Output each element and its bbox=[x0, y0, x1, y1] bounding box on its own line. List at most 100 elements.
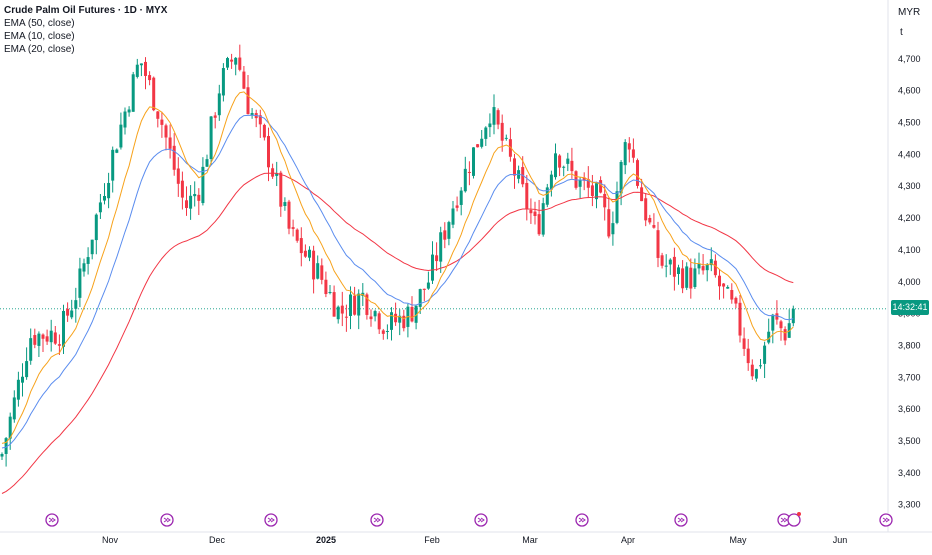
candle-body bbox=[111, 149, 115, 181]
ema-50-line bbox=[1, 172, 794, 494]
candle-body bbox=[631, 149, 635, 158]
event-marker-glyph bbox=[780, 517, 788, 523]
ema-10-line bbox=[1, 91, 794, 444]
candle-body bbox=[504, 137, 508, 139]
candle-body bbox=[648, 217, 652, 223]
candle-body bbox=[37, 333, 41, 346]
candle-body bbox=[476, 144, 480, 148]
candle-body bbox=[119, 124, 123, 148]
candle-body bbox=[62, 310, 65, 347]
candle-body bbox=[402, 315, 406, 329]
candle-body bbox=[82, 263, 86, 272]
candle-body bbox=[295, 229, 299, 241]
y-tick-label: 3,300 bbox=[898, 500, 921, 510]
candle-body bbox=[164, 125, 168, 138]
candle-body bbox=[258, 115, 262, 125]
candle-body bbox=[689, 267, 693, 289]
candle-body bbox=[217, 93, 221, 116]
candle-body bbox=[139, 63, 143, 66]
candle-body bbox=[189, 195, 193, 209]
candle-body bbox=[123, 111, 127, 128]
candle-body bbox=[230, 59, 234, 62]
candle-body bbox=[316, 263, 320, 279]
candle-body bbox=[681, 268, 685, 289]
candle-body bbox=[759, 365, 762, 367]
candle-body bbox=[312, 250, 316, 280]
candle-body bbox=[685, 266, 689, 288]
candle-body bbox=[722, 283, 726, 287]
candle-body bbox=[29, 338, 33, 361]
y-tick-label: 4,700 bbox=[898, 54, 921, 64]
candle-body bbox=[144, 61, 147, 76]
candle-body bbox=[414, 305, 418, 323]
candle-body bbox=[500, 122, 504, 141]
x-tick-label: Apr bbox=[621, 535, 635, 545]
candle-body bbox=[49, 330, 53, 343]
candle-body bbox=[447, 222, 451, 239]
y-tick-label: 4,400 bbox=[898, 149, 921, 159]
candle-body bbox=[0, 454, 4, 457]
candle-body bbox=[21, 376, 24, 383]
y-tick-label: 4,300 bbox=[898, 181, 921, 191]
candle-body bbox=[16, 379, 20, 400]
candle-body bbox=[344, 316, 348, 318]
candle-body bbox=[78, 268, 82, 298]
candle-body bbox=[578, 179, 582, 187]
candle-body bbox=[291, 227, 295, 229]
chart-legend: Crude Palm Oil Futures · 1D · MYX EMA (5… bbox=[4, 4, 167, 56]
candle-body bbox=[226, 58, 229, 68]
candle-body bbox=[599, 180, 603, 193]
candle-body bbox=[185, 200, 188, 208]
candle-body bbox=[791, 308, 795, 324]
legend-ema-50[interactable]: EMA (50, close) bbox=[4, 18, 75, 29]
candle-body bbox=[156, 111, 160, 119]
candle-body bbox=[320, 265, 324, 280]
candle-body bbox=[435, 255, 439, 262]
candle-body bbox=[763, 345, 767, 364]
candle-body bbox=[492, 107, 496, 125]
candle-body bbox=[582, 177, 586, 181]
x-tick-label: Nov bbox=[102, 535, 119, 545]
candle-body bbox=[205, 159, 209, 167]
candle-body bbox=[426, 282, 430, 289]
candle-body bbox=[385, 330, 389, 332]
candle-body bbox=[779, 321, 783, 329]
chart-title: Crude Palm Oil Futures · 1D · MYX bbox=[4, 5, 168, 16]
candle-body bbox=[201, 166, 205, 204]
event-marker-icon bbox=[787, 513, 801, 527]
candle-body bbox=[209, 116, 213, 160]
candle-body bbox=[283, 202, 287, 206]
candle-body bbox=[267, 136, 270, 168]
unit-label[interactable]: t bbox=[900, 27, 903, 38]
candle-body bbox=[70, 310, 74, 318]
y-tick-label: 4,200 bbox=[898, 213, 921, 223]
candle-body bbox=[455, 205, 459, 208]
candle-body bbox=[533, 211, 537, 216]
legend-ema-20[interactable]: EMA (20, close) bbox=[4, 44, 75, 55]
candle-body bbox=[693, 268, 697, 287]
currency-label[interactable]: MYR bbox=[898, 7, 921, 18]
candle-body bbox=[595, 183, 598, 200]
y-tick-label: 4,000 bbox=[898, 277, 921, 287]
candle-body bbox=[131, 74, 135, 112]
candle-body bbox=[74, 300, 78, 309]
candle-body bbox=[135, 64, 139, 77]
event-marker-glyph bbox=[267, 517, 275, 523]
candle-body bbox=[172, 145, 176, 170]
candle-body bbox=[467, 171, 471, 173]
legend-ema-10[interactable]: EMA (10, close) bbox=[4, 31, 75, 42]
candle-body bbox=[8, 416, 12, 439]
candle-body bbox=[529, 210, 533, 214]
candle-body bbox=[558, 155, 562, 168]
y-tick-label: 3,500 bbox=[898, 436, 921, 446]
candle-body bbox=[562, 166, 566, 168]
ema-20-line bbox=[1, 114, 794, 449]
candle-body bbox=[537, 214, 541, 235]
candle-body bbox=[115, 149, 119, 153]
event-marker-glyph bbox=[578, 517, 586, 523]
candle-body bbox=[279, 172, 283, 207]
event-marker-glyph bbox=[163, 517, 171, 523]
candle-body bbox=[250, 113, 254, 116]
